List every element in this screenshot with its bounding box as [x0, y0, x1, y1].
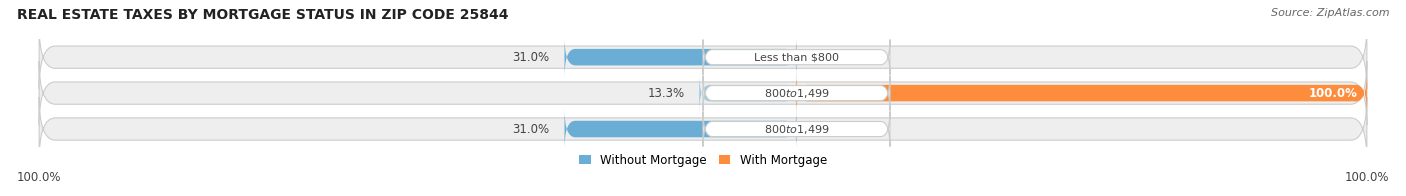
FancyBboxPatch shape: [703, 40, 890, 75]
FancyBboxPatch shape: [796, 73, 1367, 114]
FancyBboxPatch shape: [39, 97, 1367, 161]
FancyBboxPatch shape: [564, 37, 796, 78]
Text: 100.0%: 100.0%: [1309, 87, 1358, 100]
FancyBboxPatch shape: [39, 25, 1367, 89]
FancyBboxPatch shape: [699, 73, 796, 114]
Text: 100.0%: 100.0%: [17, 171, 62, 184]
Text: 0.0%: 0.0%: [807, 51, 837, 64]
Text: 31.0%: 31.0%: [513, 51, 550, 64]
Text: Source: ZipAtlas.com: Source: ZipAtlas.com: [1271, 8, 1389, 18]
Text: $800 to $1,499: $800 to $1,499: [763, 87, 830, 100]
FancyBboxPatch shape: [703, 111, 890, 147]
Text: 31.0%: 31.0%: [513, 122, 550, 135]
FancyBboxPatch shape: [39, 61, 1367, 125]
Legend: Without Mortgage, With Mortgage: Without Mortgage, With Mortgage: [574, 149, 832, 171]
FancyBboxPatch shape: [703, 75, 890, 111]
Text: $800 to $1,499: $800 to $1,499: [763, 122, 830, 135]
Text: 100.0%: 100.0%: [1344, 171, 1389, 184]
Text: 0.0%: 0.0%: [807, 122, 837, 135]
FancyBboxPatch shape: [564, 109, 796, 150]
Text: 13.3%: 13.3%: [647, 87, 685, 100]
Text: Less than $800: Less than $800: [754, 52, 839, 62]
Text: REAL ESTATE TAXES BY MORTGAGE STATUS IN ZIP CODE 25844: REAL ESTATE TAXES BY MORTGAGE STATUS IN …: [17, 8, 509, 22]
